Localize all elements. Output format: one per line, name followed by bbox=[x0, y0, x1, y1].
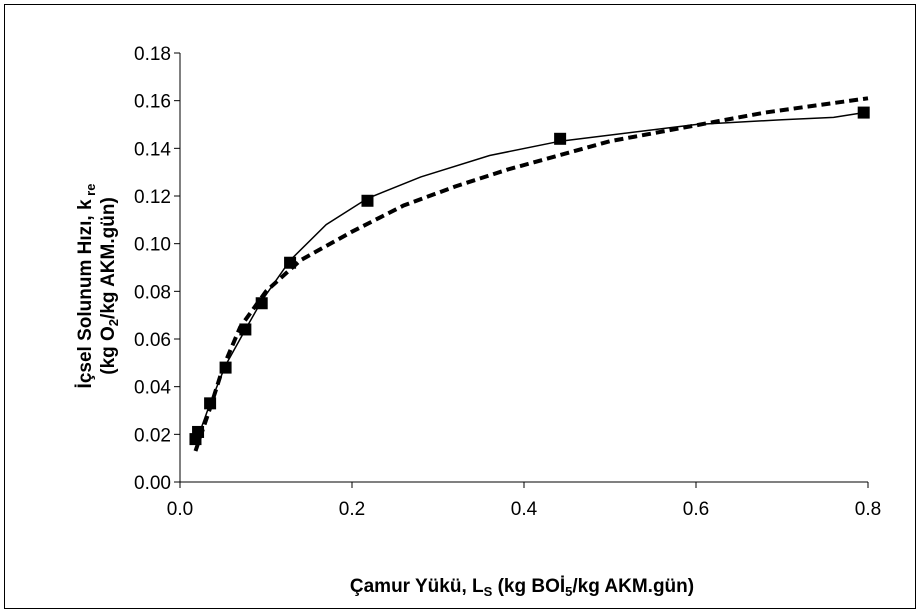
y-tick-label: 0.06 bbox=[134, 330, 171, 351]
data-point-marker bbox=[255, 297, 268, 310]
x-tick-label: 0.6 bbox=[683, 499, 709, 520]
chart-area bbox=[4, 4, 916, 609]
y-axis-title-line2: (kg O2/kg AKM.gün) bbox=[98, 197, 121, 375]
data-point-marker bbox=[239, 323, 252, 336]
data-point-marker bbox=[361, 194, 374, 207]
data-point-marker bbox=[554, 132, 567, 145]
axes bbox=[174, 52, 869, 488]
data-markers bbox=[189, 106, 870, 446]
y-tick-labels: 0.00 0.02 0.04 0.06 0.08 0.10 0.12 0.14 0.16 0.18 bbox=[134, 44, 171, 494]
data-point-marker bbox=[284, 256, 297, 269]
x-axis-title: Çamur Yükü, LS (kg BOİ5/kg AKM.gün) bbox=[350, 576, 694, 599]
y-tick-label: 0.00 bbox=[134, 473, 171, 494]
y-tick-label: 0.14 bbox=[134, 139, 171, 160]
solid-fit-line bbox=[194, 111, 864, 445]
data-point-marker bbox=[219, 361, 232, 374]
y-tick-label: 0.10 bbox=[134, 235, 171, 256]
x-tick-label: 0.8 bbox=[855, 499, 881, 520]
y-tick-label: 0.04 bbox=[134, 378, 171, 399]
y-tick-label: 0.16 bbox=[134, 92, 171, 113]
y-tick-label: 0.08 bbox=[134, 282, 171, 303]
dashed-fit-line bbox=[193, 96, 869, 452]
y-tick-label: 0.12 bbox=[134, 187, 171, 208]
y-axis-title-line1: İçsel Solunum Hızı, k re bbox=[75, 184, 98, 389]
x-tick-label: 0.0 bbox=[167, 499, 193, 520]
x-tick-label: 0.2 bbox=[339, 499, 365, 520]
series-lines bbox=[193, 96, 869, 452]
x-tick-labels: 0.0 0.2 0.4 0.6 0.8 bbox=[167, 499, 881, 520]
x-tick-label: 0.4 bbox=[511, 499, 538, 520]
data-point-marker bbox=[204, 397, 217, 410]
y-tick-label: 0.02 bbox=[134, 425, 171, 446]
data-point-marker bbox=[192, 425, 205, 438]
y-tick-label: 0.18 bbox=[134, 44, 171, 65]
data-point-marker bbox=[857, 106, 870, 119]
